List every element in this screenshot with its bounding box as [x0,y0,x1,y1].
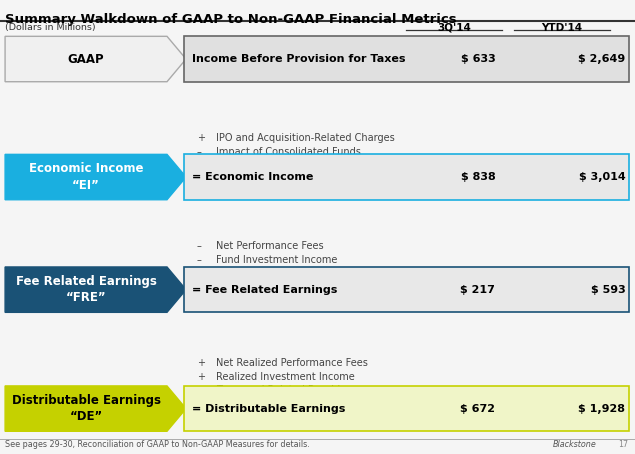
Text: $ 672: $ 672 [460,404,495,414]
Text: –: – [197,241,202,251]
Text: See pages 29-30, Reconciliation of GAAP to Non-GAAP Measures for details.: See pages 29-30, Reconciliation of GAAP … [5,439,310,449]
FancyBboxPatch shape [184,154,629,200]
Text: –: – [197,147,202,157]
Text: Equity-Based Compensation: Equity-Based Compensation [216,399,354,409]
Text: Realized Investment Income: Realized Investment Income [216,372,355,382]
Text: Economic Income
“EI”: Economic Income “EI” [29,163,144,192]
Text: $ 1,928: $ 1,928 [578,404,625,414]
FancyBboxPatch shape [184,386,629,431]
Text: +: + [197,133,205,143]
Text: Summary Walkdown of GAAP to Non-GAAP Financial Metrics: Summary Walkdown of GAAP to Non-GAAP Fin… [5,13,457,26]
Text: 17: 17 [618,439,629,449]
Text: $ 2,649: $ 2,649 [578,54,625,64]
Text: –: – [197,255,202,265]
Text: $ 3,014: $ 3,014 [578,172,625,182]
FancyBboxPatch shape [184,36,629,82]
Text: Blackstone: Blackstone [552,439,596,449]
Text: Net Performance Fees: Net Performance Fees [216,241,323,251]
Text: Impact of Consolidated Funds: Impact of Consolidated Funds [216,147,361,157]
Text: Taxes and Related Payables: Taxes and Related Payables [216,385,351,395]
Text: YTD'14: YTD'14 [542,23,582,33]
Text: 3Q'14: 3Q'14 [437,23,471,33]
Polygon shape [5,267,186,312]
Text: Fee Related Earnings
“FRE”: Fee Related Earnings “FRE” [16,275,156,304]
Text: = Distributable Earnings: = Distributable Earnings [192,404,345,414]
Text: GAAP: GAAP [68,53,104,65]
Text: $ 593: $ 593 [591,285,625,295]
Polygon shape [5,386,186,431]
Text: $ 633: $ 633 [460,54,495,64]
Text: Distributable Earnings
“DE”: Distributable Earnings “DE” [11,394,161,423]
Text: $ 838: $ 838 [460,172,495,182]
Text: Income Before Provision for Taxes: Income Before Provision for Taxes [192,54,405,64]
Text: = Economic Income: = Economic Income [192,172,313,182]
Text: = Fee Related Earnings: = Fee Related Earnings [192,285,337,295]
Text: Fund Investment Income: Fund Investment Income [216,255,337,265]
Text: $ 217: $ 217 [460,285,495,295]
Polygon shape [5,154,186,200]
FancyBboxPatch shape [184,267,629,312]
Text: Net Realized Performance Fees: Net Realized Performance Fees [216,358,368,368]
Text: –: – [197,385,202,395]
Polygon shape [5,36,186,82]
Text: IPO and Acquisition-Related Charges: IPO and Acquisition-Related Charges [216,133,394,143]
Text: (Dollars in Millions): (Dollars in Millions) [5,23,96,32]
Text: +: + [197,358,205,368]
Text: +: + [197,399,205,409]
Text: +: + [197,372,205,382]
